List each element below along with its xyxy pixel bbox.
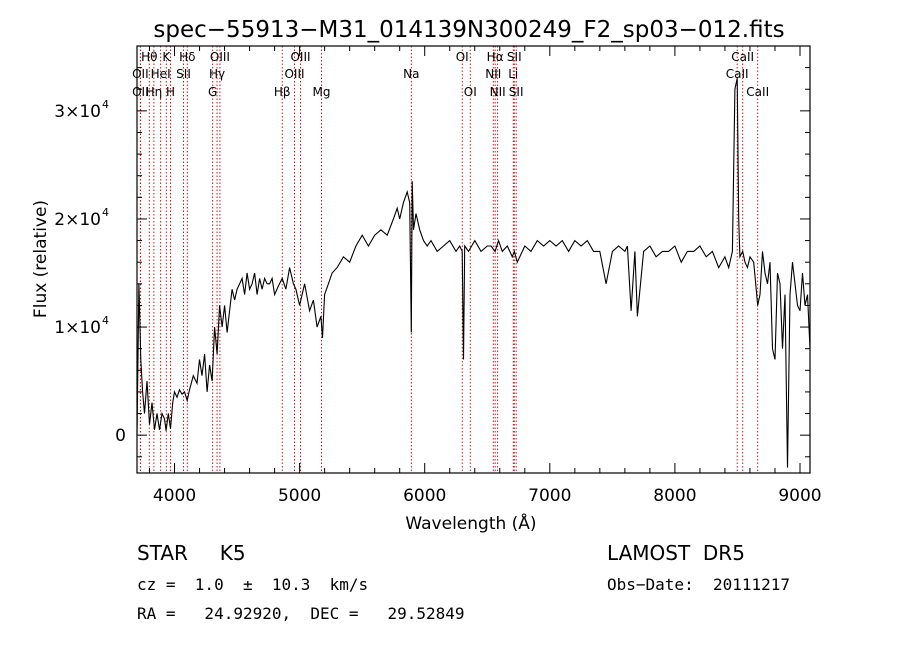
line-marker-label: CaII bbox=[731, 50, 754, 64]
line-marker-label: OII bbox=[132, 85, 149, 99]
line-marker-label: HeI bbox=[151, 67, 171, 81]
line-marker-label: OIII bbox=[284, 67, 304, 81]
line-marker-label: Li bbox=[508, 67, 518, 81]
y-axis: 01×10 42×10 43×10 4 bbox=[54, 67, 810, 458]
y-tick-exponent: 4 bbox=[102, 206, 109, 219]
line-marker-label: Hα bbox=[487, 50, 504, 64]
line-marker-label: CaII bbox=[726, 67, 749, 81]
spectrum-line bbox=[136, 78, 811, 468]
y-tick-exponent: 4 bbox=[102, 98, 109, 111]
line-marker-label: Hη bbox=[146, 85, 163, 99]
line-marker-label: Na bbox=[403, 67, 419, 81]
line-marker-label: OIII bbox=[290, 50, 310, 64]
line-marker-label: G bbox=[208, 85, 217, 99]
line-marker-label: CaII bbox=[746, 85, 769, 99]
survey-text: LAMOST DR5 bbox=[607, 541, 745, 565]
redshift-text: cz = 1.0 ± 10.3 km/s bbox=[137, 575, 369, 594]
y-axis-label: Flux (relative) bbox=[31, 200, 51, 318]
y-tick-label: 0 bbox=[115, 426, 126, 446]
line-marker-label: SII bbox=[176, 67, 191, 81]
plot-frame bbox=[136, 45, 811, 474]
line-marker-label: SII bbox=[509, 85, 524, 99]
x-axis: 4000 5000 6000 7000 8000 9000 bbox=[149, 46, 822, 506]
coordinates-text: RA = 24.92920, DEC = 29.52849 bbox=[137, 604, 465, 623]
line-marker-labels: OII Hθ OII HeI Hη K H Hδ SII OIII Hγ G Hβ OIII OIII Mg N… bbox=[132, 50, 769, 99]
chart-title: spec−55913−M31_014139N300249_F2_sp03−012… bbox=[153, 17, 784, 43]
x-tick-label: 8000 bbox=[653, 486, 696, 506]
line-markers bbox=[139, 46, 759, 473]
line-marker-label: H bbox=[166, 85, 175, 99]
line-marker-label: OIII bbox=[210, 50, 230, 64]
x-axis-label: Wavelength (Å) bbox=[405, 512, 536, 534]
line-marker-label: NII bbox=[490, 85, 506, 99]
y-tick-label: 3×10 bbox=[54, 102, 101, 122]
x-tick-label: 6000 bbox=[403, 486, 446, 506]
line-marker-label: Mg bbox=[313, 85, 331, 99]
line-marker-label: OI bbox=[456, 50, 469, 64]
line-marker-label: SII bbox=[507, 50, 522, 64]
line-marker-label: OII bbox=[132, 67, 149, 81]
line-marker-label: Hδ bbox=[179, 50, 195, 64]
x-tick-label: 9000 bbox=[778, 486, 821, 506]
line-marker-label: Hθ bbox=[141, 50, 157, 64]
line-marker-label: K bbox=[162, 50, 171, 64]
y-tick-label: 1×10 bbox=[54, 318, 101, 338]
x-tick-label: 4000 bbox=[153, 486, 196, 506]
y-tick-label: 2×10 bbox=[54, 210, 101, 230]
x-tick-label: 5000 bbox=[278, 486, 321, 506]
line-marker-label: Hβ bbox=[274, 85, 291, 99]
x-tick-label: 7000 bbox=[528, 486, 571, 506]
line-marker-label: Hγ bbox=[209, 67, 225, 81]
line-marker-label: OI bbox=[464, 85, 477, 99]
obs-date-text: Obs−Date: 20111217 bbox=[607, 575, 791, 594]
y-tick-exponent: 4 bbox=[102, 314, 109, 327]
classification-text: STAR K5 bbox=[137, 541, 246, 565]
line-marker-label: NII bbox=[485, 67, 501, 81]
